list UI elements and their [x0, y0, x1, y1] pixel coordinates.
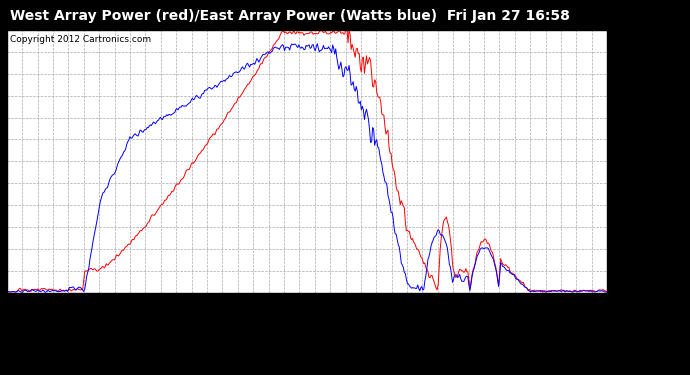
Text: West Array Power (red)/East Array Power (Watts blue)  Fri Jan 27 16:58: West Array Power (red)/East Array Power …	[10, 9, 570, 23]
Text: Copyright 2012 Cartronics.com: Copyright 2012 Cartronics.com	[10, 35, 151, 44]
